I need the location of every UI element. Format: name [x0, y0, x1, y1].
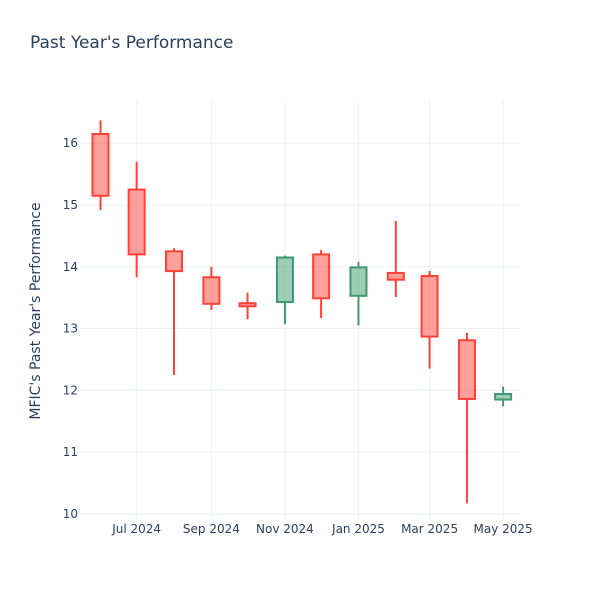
x-tick-label: Sep 2024 — [183, 522, 240, 536]
candle-body-decreasing — [165, 250, 184, 273]
x-tick-label: Nov 2024 — [256, 522, 314, 536]
candle-body-decreasing — [312, 253, 331, 300]
y-tick-label: 11 — [63, 445, 78, 459]
candle-body-increasing — [275, 256, 294, 303]
x-tick-label: Jan 2025 — [331, 522, 385, 536]
y-tick-label: 10 — [63, 507, 78, 521]
candle-body-decreasing — [238, 302, 257, 308]
candle-body-decreasing — [127, 188, 146, 256]
candle-body-decreasing — [420, 275, 439, 338]
y-tick-label: 14 — [63, 260, 78, 274]
y-axis-title: MFIC's Past Year's Performance — [28, 202, 44, 419]
chart-title: Past Year's Performance — [30, 33, 234, 53]
candle-body-decreasing — [457, 339, 476, 400]
x-tick-label: Mar 2025 — [401, 522, 458, 536]
y-tick-label: 16 — [63, 136, 78, 150]
candle-body-increasing — [349, 266, 368, 297]
candle-body-decreasing — [91, 132, 110, 197]
y-tick-label: 15 — [63, 198, 78, 212]
candle-body-increasing — [494, 393, 513, 401]
x-tick-label: May 2025 — [474, 522, 533, 536]
x-tick-label: Jul 2024 — [111, 522, 161, 536]
candle-body-decreasing — [386, 271, 405, 281]
y-tick-label: 12 — [63, 383, 78, 397]
candle-body-decreasing — [202, 276, 221, 305]
y-tick-label: 13 — [63, 322, 78, 336]
